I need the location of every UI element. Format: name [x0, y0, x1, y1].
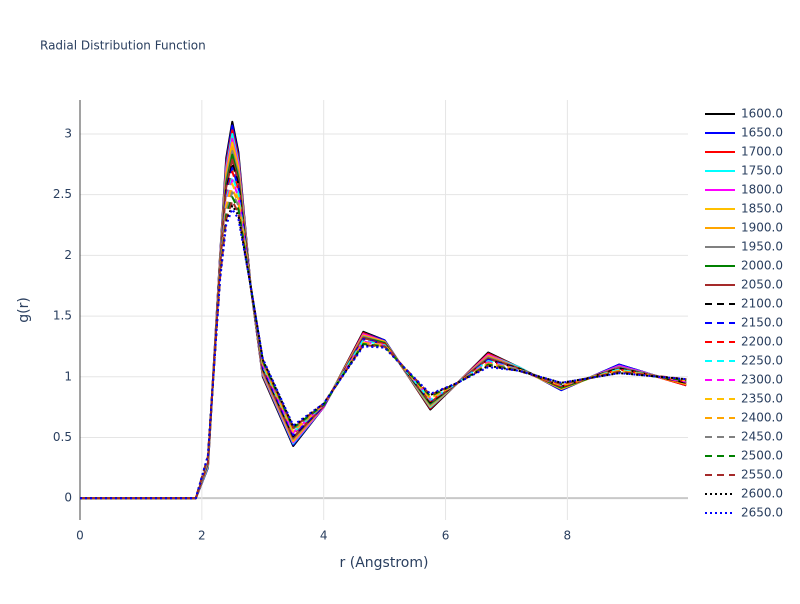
series-line [80, 167, 687, 500]
chart-title: Radial Distribution Function [40, 39, 206, 53]
x-tick-label: 4 [320, 529, 328, 543]
legend-label: 1700.0 [741, 145, 783, 159]
legend-label: 2050.0 [741, 278, 783, 292]
y-tick-label: 2 [64, 248, 72, 262]
series-line [80, 162, 687, 500]
legend-label: 1750.0 [741, 164, 783, 178]
legend-label: 2250.0 [741, 354, 783, 368]
legend-label: 1650.0 [741, 126, 783, 140]
series-line [80, 153, 687, 500]
y-tick-label: 2.5 [53, 187, 72, 201]
legend-label: 2100.0 [741, 297, 783, 311]
legend-label: 2600.0 [741, 487, 783, 501]
legend-label: 2300.0 [741, 373, 783, 387]
legend-label: 1800.0 [741, 183, 783, 197]
series-line [80, 170, 687, 500]
legend-label: 2550.0 [741, 468, 783, 482]
series-line [80, 208, 687, 500]
legend-label: 2150.0 [741, 316, 783, 330]
y-tick-label: 0 [64, 491, 72, 505]
series-line [80, 150, 687, 500]
legend-label: 1900.0 [741, 221, 783, 235]
legend-label: 2500.0 [741, 449, 783, 463]
legend-label: 1950.0 [741, 240, 783, 254]
x-tick-label: 0 [76, 529, 84, 543]
series-line [80, 175, 687, 500]
legend-label: 2200.0 [741, 335, 783, 349]
x-tick-label: 6 [442, 529, 450, 543]
legend-label: 2450.0 [741, 430, 783, 444]
y-tick-label: 1.5 [53, 309, 72, 323]
x-axis-label: r (Angstrom) [340, 555, 429, 571]
legend-label: 2400.0 [741, 411, 783, 425]
legend-label: 1600.0 [741, 107, 783, 121]
legend-label: 1850.0 [741, 202, 783, 216]
series-line [80, 120, 687, 500]
series-line [80, 124, 687, 500]
series-line [80, 137, 687, 500]
x-tick-label: 2 [198, 529, 206, 543]
y-tick-label: 3 [64, 126, 72, 140]
series-line [80, 199, 687, 500]
y-tick-label: 1 [64, 369, 72, 383]
series-line [80, 158, 687, 500]
legend-label: 2000.0 [741, 259, 783, 273]
series-line [80, 146, 687, 500]
x-tick-label: 8 [564, 529, 572, 543]
legend-label: 2350.0 [741, 392, 783, 406]
y-axis-label: g(r) [16, 297, 32, 323]
series-line [80, 129, 687, 500]
series-line [80, 141, 687, 500]
y-tick-label: 0.5 [53, 430, 72, 444]
legend-label: 2650.0 [741, 506, 783, 520]
series-line [80, 204, 687, 500]
